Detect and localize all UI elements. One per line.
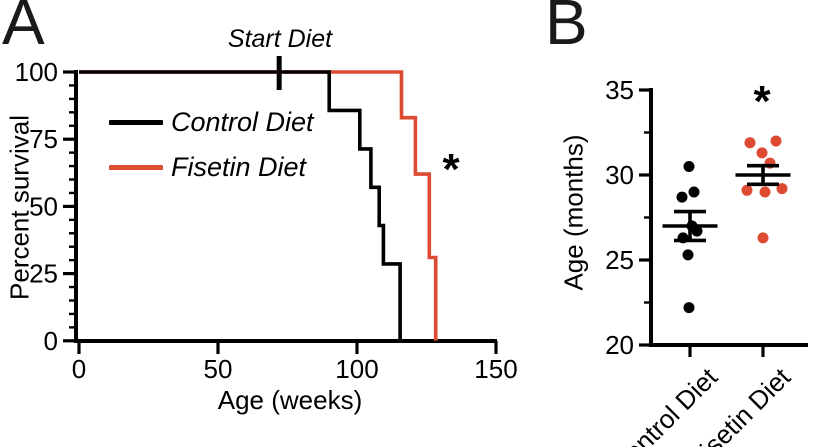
control-diet-dot [691,225,703,237]
y-tick-label-b: 20 [605,330,634,360]
legend-line-control [109,120,163,125]
fisetin-diet-dot [770,135,782,147]
y-tick-label-b: 35 [605,75,634,105]
control-diet-dot [682,249,694,261]
fisetin-diet-dot [741,184,753,196]
control-diet-dot [683,161,695,172]
control-diet-dot [688,186,700,198]
x-axis-title-a: Age (weeks) [217,385,363,415]
significance-asterisk-b: * [753,77,771,126]
control-diet-curve [79,70,402,341]
y-axis-title-a: Percent survival [4,115,35,300]
y-tick-label-a: 0 [44,326,58,356]
y-tick-label-a: 75 [29,124,58,154]
x-tick-label-a: 50 [204,354,233,384]
y-axis-title-b: Age (months) [558,134,589,291]
x-tick-label-a: 100 [335,354,378,384]
fisetin-diet-curve [79,70,438,341]
fisetin-diet-dot [776,183,788,195]
legend-label-control: Control Diet [171,107,314,137]
x-tick-label-a: 150 [474,354,517,384]
y-tick-label-a: 50 [29,191,58,221]
legend-label-fisetin: Fisetin Diet [171,152,307,182]
legend-line-fisetin [109,165,163,170]
y-tick-label-a: 100 [15,57,58,87]
y-tick-label-b: 30 [605,160,634,190]
fisetin-diet-dot [757,232,769,244]
x-tick-label-a: 0 [72,354,86,384]
panel-b-label: B [545,0,588,58]
significance-asterisk-a: * [442,145,460,194]
fisetin-diet-dot [759,186,771,198]
start-diet-annotation: Start Diet [227,25,333,53]
y-tick-label-a: 25 [29,259,58,289]
fisetin-diet-dot [756,147,768,159]
panel-a-label: A [2,0,45,58]
y-tick-label-b: 25 [605,245,634,275]
fisetin-diet-dot [744,137,756,149]
control-diet-dot [676,191,688,203]
survival-chart: 0 25 50 75 100 0 50 100 150 [15,56,518,384]
dot-plot-chart: 20 25 30 35 [605,75,808,360]
control-diet-dot [683,302,695,314]
